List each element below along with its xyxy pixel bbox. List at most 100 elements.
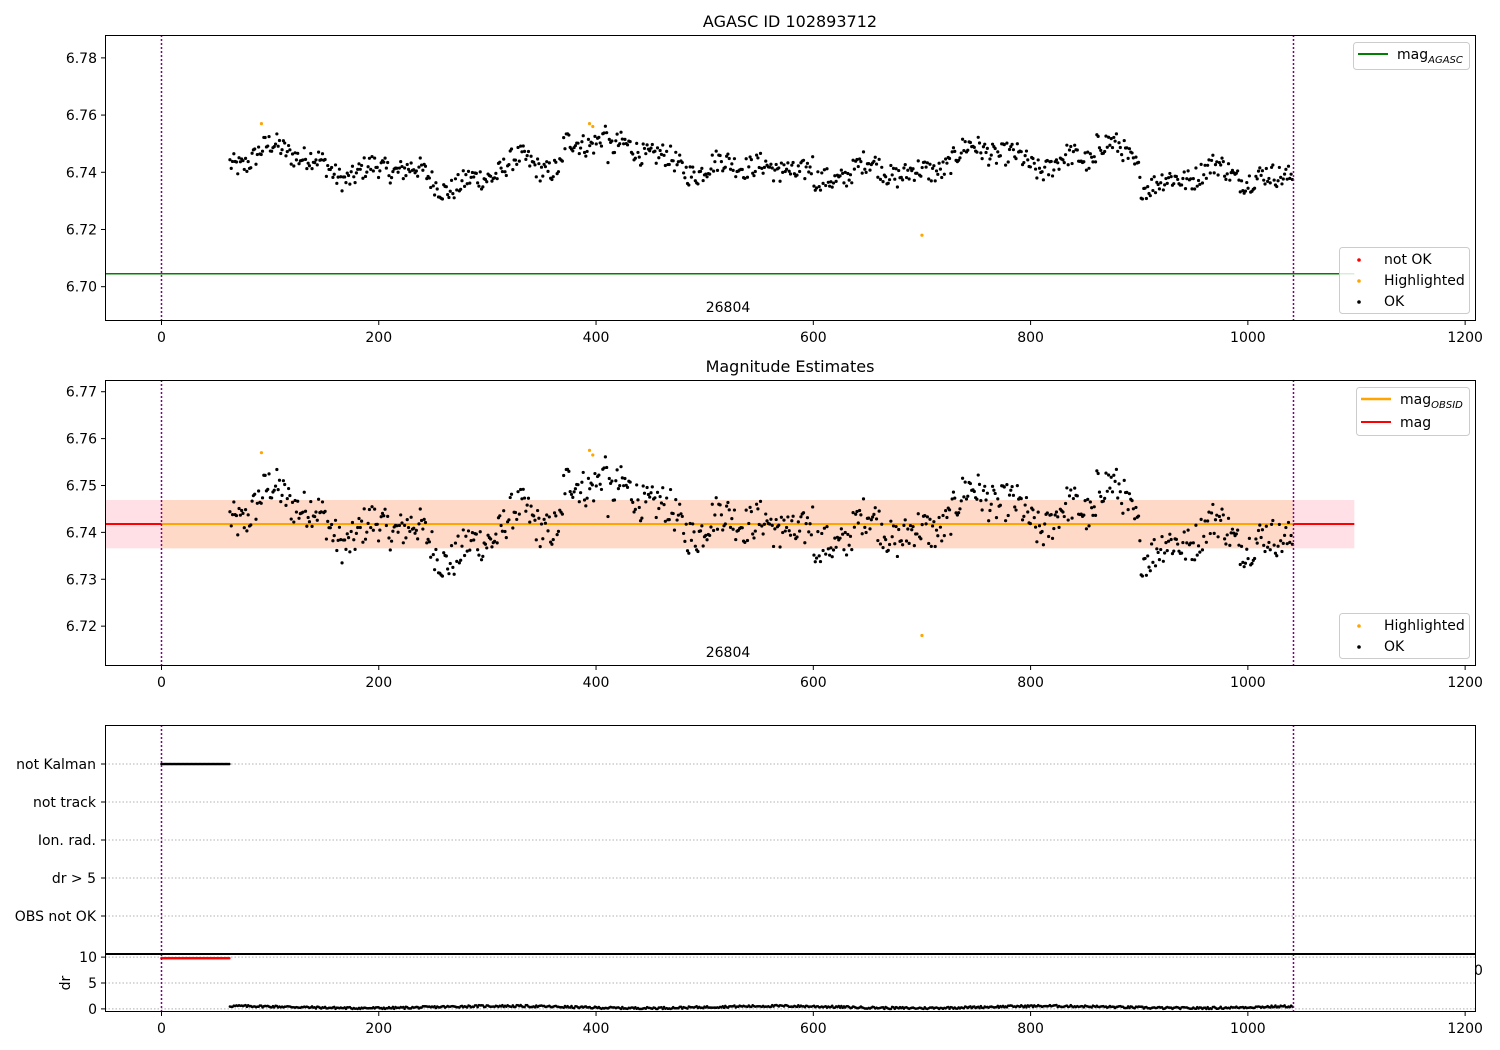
data-point [1146, 554, 1150, 558]
data-point [1168, 171, 1172, 176]
data-point [1126, 508, 1130, 512]
data-point [1047, 534, 1051, 539]
data-point [705, 538, 709, 542]
data-point [901, 178, 905, 182]
data-point [751, 171, 755, 175]
data-point [980, 157, 984, 161]
data-point [277, 138, 282, 143]
data-point [419, 518, 424, 523]
x-tick-label: 600 [800, 330, 827, 346]
data-point [1275, 184, 1279, 189]
data-point [293, 151, 297, 155]
data-point [839, 527, 843, 531]
data-point [430, 170, 434, 174]
data-point [1010, 484, 1014, 489]
data-point [732, 157, 737, 161]
data-point [490, 179, 494, 183]
data-point [1271, 518, 1275, 523]
data-point [328, 526, 332, 530]
data-point [591, 124, 595, 129]
data-point [464, 534, 468, 538]
data-point [472, 175, 476, 179]
data-point [416, 537, 420, 541]
data-point [1258, 166, 1262, 170]
data-point [404, 174, 408, 178]
data-point [543, 165, 548, 169]
data-point [820, 171, 824, 175]
data-point [903, 518, 907, 522]
data-point [784, 525, 789, 530]
data-point [910, 528, 914, 532]
data-point [876, 175, 880, 179]
data-point [587, 122, 592, 126]
data-point [1223, 537, 1227, 541]
data-point [331, 175, 335, 179]
data-point [1040, 170, 1044, 174]
data-point [1026, 158, 1030, 162]
data-point [453, 177, 458, 181]
data-point [1035, 176, 1039, 180]
data-point [844, 184, 849, 188]
data-point [1057, 525, 1061, 529]
data-point [301, 510, 305, 514]
data-point [236, 172, 240, 176]
data-point [305, 524, 309, 528]
data-point [645, 143, 649, 147]
data-point [984, 498, 988, 502]
data-point [582, 150, 587, 155]
data-point [648, 149, 652, 153]
data-point [962, 149, 966, 153]
data-point [985, 146, 989, 150]
data-point [649, 491, 653, 495]
data-point [1284, 525, 1288, 530]
data-point [602, 131, 606, 135]
data-point [890, 173, 894, 177]
data-point [610, 139, 614, 143]
data-point [963, 140, 967, 144]
data-point [972, 489, 976, 494]
data-point [667, 518, 671, 522]
data-point [440, 574, 445, 578]
data-point [382, 160, 386, 164]
data-point [1028, 521, 1032, 526]
data-point [1037, 166, 1042, 170]
data-point [760, 166, 764, 171]
data-point [389, 176, 394, 180]
data-point [479, 558, 484, 562]
data-point [1125, 490, 1129, 494]
data-point [633, 507, 637, 511]
x-tick-label: 800 [1017, 675, 1044, 691]
data-point [361, 540, 365, 544]
data-point [911, 524, 915, 529]
data-point [764, 512, 768, 516]
data-point [1071, 150, 1075, 154]
data-point [833, 174, 837, 178]
data-point [1183, 186, 1188, 191]
data-point [1239, 544, 1244, 548]
data-point [582, 498, 587, 502]
data-point [848, 173, 853, 177]
data-point [801, 158, 806, 162]
data-point [788, 172, 793, 176]
data-point [783, 529, 787, 533]
data-point [490, 545, 494, 549]
data-point [711, 169, 716, 173]
data-point [990, 142, 995, 146]
data-point [568, 489, 572, 494]
data-point [348, 550, 352, 554]
data-point [860, 532, 864, 536]
data-point [769, 517, 773, 521]
data-point [904, 539, 909, 543]
data-point [590, 141, 594, 145]
data-point [1276, 544, 1280, 548]
data-point [1213, 162, 1218, 167]
data-point [587, 448, 592, 452]
data-point [861, 497, 866, 501]
data-point [1230, 168, 1235, 172]
data-point [270, 149, 274, 153]
data-point [920, 633, 924, 638]
data-point [1281, 177, 1285, 181]
data-point [391, 169, 395, 174]
data-point [987, 519, 991, 523]
